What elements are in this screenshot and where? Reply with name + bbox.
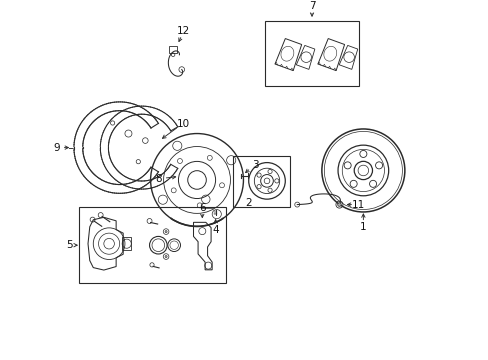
Text: 11: 11 — [351, 199, 365, 210]
Text: 3: 3 — [251, 160, 258, 170]
Text: 6: 6 — [199, 203, 205, 212]
Bar — [264, 21, 358, 86]
Text: 7: 7 — [308, 1, 315, 11]
Text: 2: 2 — [245, 198, 252, 208]
Text: 10: 10 — [176, 119, 189, 129]
Text: 5: 5 — [66, 240, 73, 250]
Text: 8: 8 — [155, 174, 162, 184]
Circle shape — [337, 203, 341, 206]
Text: 1: 1 — [359, 222, 366, 232]
Text: 4: 4 — [212, 225, 219, 235]
Text: 9: 9 — [54, 143, 60, 153]
Text: 12: 12 — [177, 26, 190, 36]
Circle shape — [164, 256, 167, 258]
Bar — [233, 156, 289, 207]
Bar — [168, 46, 177, 53]
Bar — [79, 207, 226, 283]
Circle shape — [164, 230, 167, 233]
Bar — [122, 237, 131, 250]
